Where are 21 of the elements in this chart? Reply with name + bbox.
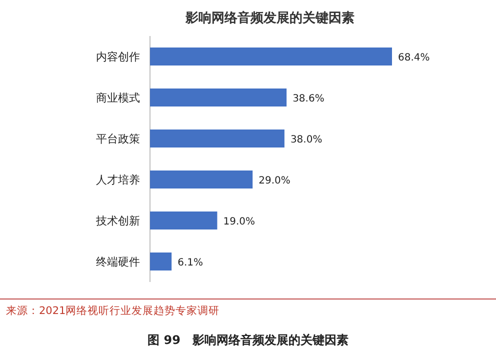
data-label: 29.0% xyxy=(258,176,290,186)
source-note: 来源：2021网络视听行业发展趋势专家调研 xyxy=(6,304,220,317)
bar xyxy=(150,88,287,106)
bar xyxy=(150,48,392,66)
data-label: 68.4% xyxy=(398,52,430,64)
bar xyxy=(150,170,253,188)
bar xyxy=(150,212,218,230)
y-tick-label: 人才培养 xyxy=(96,174,140,186)
caption: 图 99 影响网络音频发展的关键因素 xyxy=(148,333,348,347)
chart-title: 影响网络音频发展的关键因素 xyxy=(184,10,354,26)
y-tick-label: 终端硬件 xyxy=(96,256,140,268)
y-tick-label: 平台政策 xyxy=(96,132,140,146)
y-tick-label: 内容创作 xyxy=(96,50,140,64)
data-label: 6.1% xyxy=(178,258,203,268)
y-tick-label: 商业模式 xyxy=(96,92,140,104)
data-label: 19.0% xyxy=(223,216,256,228)
bar xyxy=(150,252,172,270)
y-tick-label: 技术创新 xyxy=(95,214,140,228)
data-label: 38.0% xyxy=(290,134,322,146)
data-label: 38.6% xyxy=(292,94,324,104)
bar xyxy=(150,130,284,148)
